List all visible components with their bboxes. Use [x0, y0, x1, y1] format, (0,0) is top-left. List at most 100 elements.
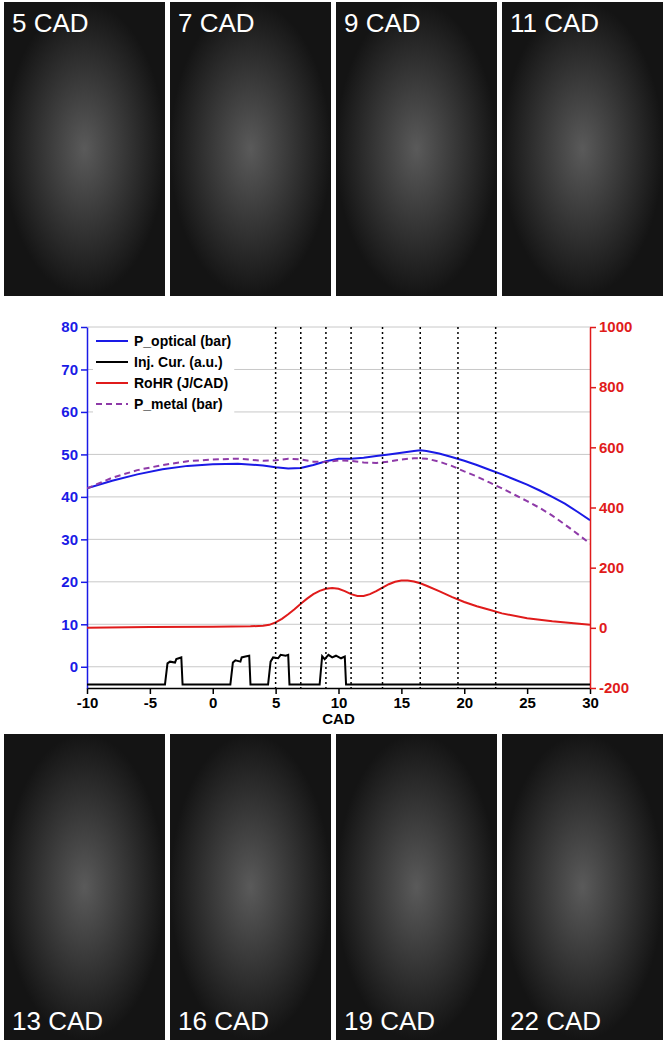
tick: 800: [590, 378, 624, 395]
tick: 200: [590, 559, 624, 576]
panel-label: 16 CAD: [178, 1006, 269, 1036]
legend: P_optical (bar) Inj. Cur. (a.u.) RoHR (J/C…: [93, 330, 234, 415]
panel-label: 13 CAD: [12, 1006, 103, 1036]
image-panel: [170, 2, 331, 296]
tick-mark: [81, 369, 87, 371]
tick-label: 80: [61, 318, 78, 335]
grid-line: [87, 496, 590, 497]
tick-mark: [81, 412, 87, 414]
tick-label: 0: [70, 658, 78, 675]
panel-label: 9 CAD: [344, 8, 421, 38]
y-axis: 0 10 20 30 40 50 60 70 80: [61, 318, 87, 688]
tick-label: 600: [599, 439, 624, 456]
tick-mark: [590, 567, 596, 569]
tick: 600: [590, 439, 624, 456]
legend-label: P_optical (bar): [134, 333, 231, 349]
legend-label: Inj. Cur. (a.u.): [134, 354, 223, 370]
image-panel: [336, 734, 497, 1040]
tick-mark: [590, 447, 596, 449]
grid-line: [87, 624, 590, 625]
tick-label: 50: [61, 446, 78, 463]
tick: 15: [394, 688, 411, 711]
tick-mark: [590, 628, 596, 630]
tick-label: 70: [61, 361, 78, 378]
tick-label: 40: [61, 488, 78, 505]
frame-marker: [350, 327, 352, 688]
tick-mark: [590, 327, 596, 329]
tick-label: 30: [582, 694, 599, 711]
grid-line: [87, 666, 590, 667]
tick-mark: [590, 507, 596, 509]
tick-label: 20: [61, 573, 78, 590]
tick: 30: [582, 688, 599, 711]
tick-label: 60: [61, 403, 78, 420]
image-panel: [336, 2, 497, 296]
tick: 30: [61, 531, 87, 548]
tick-label: 5: [272, 694, 280, 711]
tick: 60: [61, 403, 87, 420]
tick: -200: [590, 679, 629, 696]
tick-label: 10: [61, 616, 78, 633]
frame-marker: [300, 327, 302, 688]
series-line: [87, 581, 590, 628]
legend-label: P_metal (bar): [134, 396, 223, 412]
tick: 70: [61, 361, 87, 378]
tick-label: 0: [599, 619, 607, 636]
y2-axis: -200 0 200 400 600 800 1000: [590, 318, 632, 696]
frame-marker: [275, 327, 277, 688]
tick: 50: [61, 446, 87, 463]
grid-line: [87, 581, 590, 582]
grid-line: [87, 539, 590, 540]
legend-label: RoHR (J/CAD): [134, 375, 228, 391]
series-line: [87, 655, 590, 685]
tick-label: 800: [599, 378, 624, 395]
tick-label: 1000: [599, 318, 632, 335]
tick-label: 10: [331, 694, 348, 711]
legend-swatch: [96, 382, 128, 384]
tick: 80: [61, 318, 87, 335]
panel-label: 22 CAD: [510, 1006, 601, 1036]
grid-line: [87, 327, 590, 328]
tick-mark: [81, 497, 87, 499]
tick: 10: [61, 616, 87, 633]
tick-mark: [81, 539, 87, 541]
frame-marker: [382, 327, 384, 688]
image-panel: [502, 2, 663, 296]
tick: 400: [590, 499, 624, 516]
image-panel: [170, 734, 331, 1040]
tick-mark: [81, 667, 87, 669]
axis-line: [87, 328, 89, 689]
image-panel: [502, 734, 663, 1040]
tick-label: -5: [144, 694, 157, 711]
tick: 25: [519, 688, 536, 711]
legend-swatch: [96, 340, 128, 342]
x-axis: -10 -5 0 5 10 15 20 25 30: [77, 688, 599, 711]
grid-line: [87, 454, 590, 455]
tick-mark: [590, 387, 596, 389]
panel-label: 7 CAD: [178, 8, 255, 38]
frame-marker: [457, 327, 459, 688]
tick: -10: [77, 688, 99, 711]
tick-label: 20: [456, 694, 473, 711]
frame-marker: [419, 327, 421, 688]
lines: [87, 450, 590, 684]
grid: [87, 327, 590, 667]
tick-label: 25: [519, 694, 536, 711]
legend-background: [93, 330, 234, 415]
tick: 40: [61, 488, 87, 505]
image-panel: [4, 734, 165, 1040]
tick: 20: [61, 573, 87, 590]
tick-mark: [81, 454, 87, 456]
tick: -5: [144, 688, 157, 711]
tick-mark: [81, 582, 87, 584]
image-panel: [4, 2, 165, 296]
plot-background: [87, 327, 590, 688]
tick-mark: [81, 624, 87, 626]
tick-label: 200: [599, 559, 624, 576]
series-line: [87, 450, 590, 520]
tick-label: 0: [209, 694, 217, 711]
tick: 0: [590, 619, 607, 636]
tick: 20: [456, 688, 473, 711]
panel-label: 11 CAD: [510, 8, 599, 38]
panel-label: 5 CAD: [12, 8, 89, 38]
